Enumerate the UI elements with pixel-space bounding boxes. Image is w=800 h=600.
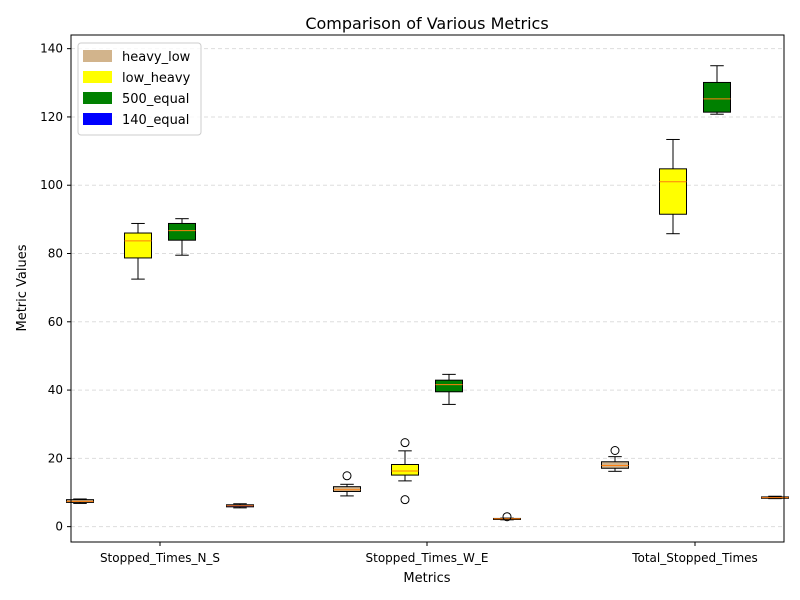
- box-140_equal-0: [226, 503, 254, 509]
- box-500_equal-1: [435, 373, 463, 405]
- x-tick-label: Total_Stopped_Times: [631, 551, 758, 565]
- box-low_heavy-0: [124, 222, 152, 280]
- y-tick-label: 100: [40, 178, 63, 192]
- legend-label: 140_equal: [122, 113, 189, 128]
- x-tick-label: Stopped_Times_N_S: [100, 551, 220, 565]
- box-500_equal-2: [703, 65, 731, 115]
- x-axis-label: Metrics: [403, 571, 450, 586]
- outlier-point: [400, 495, 410, 505]
- box-low_heavy-1: [391, 438, 419, 505]
- y-tick-label: 20: [48, 451, 63, 465]
- y-tick-label: 80: [48, 247, 63, 261]
- y-tick-label: 120: [40, 110, 63, 124]
- y-axis: 0 20 40 60 80 100 120 140: [40, 42, 71, 534]
- box-heavy_low-2: [601, 446, 629, 472]
- legend-label: heavy_low: [122, 50, 191, 65]
- legend-swatch: [83, 92, 112, 104]
- outlier-point: [400, 438, 410, 448]
- legend[interactable]: heavy_low low_heavy 500_equal 140_equal: [77, 42, 202, 136]
- box-low_heavy-2: [659, 138, 687, 235]
- box-body: [435, 379, 463, 393]
- legend-swatch: [83, 113, 112, 125]
- legend-swatch: [83, 50, 112, 62]
- box-body: [124, 232, 152, 259]
- box-group: [66, 65, 789, 522]
- box-heavy_low-1: [333, 471, 361, 497]
- box-body: [333, 486, 361, 492]
- legend-label: 500_equal: [122, 92, 189, 107]
- box-body: [659, 168, 687, 215]
- y-tick-label: 40: [48, 383, 63, 397]
- box-140_equal-1: [493, 512, 521, 522]
- legend-swatch: [83, 71, 112, 83]
- legend-frame: [77, 42, 202, 136]
- box-body: [601, 461, 629, 469]
- x-axis: Stopped_Times_N_S Stopped_Times_W_E Total_…: [100, 542, 758, 565]
- y-tick-label: 60: [48, 315, 63, 329]
- y-tick-label: 0: [55, 520, 63, 534]
- box-body: [703, 81, 731, 113]
- box-body: [168, 222, 196, 241]
- y-tick-label: 140: [40, 42, 63, 56]
- legend-label: low_heavy: [122, 71, 191, 86]
- outlier-point: [342, 471, 352, 481]
- outlier-point: [502, 512, 512, 522]
- chart-title: Comparison of Various Metrics: [305, 14, 548, 33]
- box-500_equal-0: [168, 218, 196, 256]
- outlier-point: [610, 446, 620, 456]
- x-tick-label: Stopped_Times_W_E: [366, 551, 489, 565]
- y-axis-label: Metric Values: [15, 244, 30, 331]
- box-body: [391, 463, 419, 476]
